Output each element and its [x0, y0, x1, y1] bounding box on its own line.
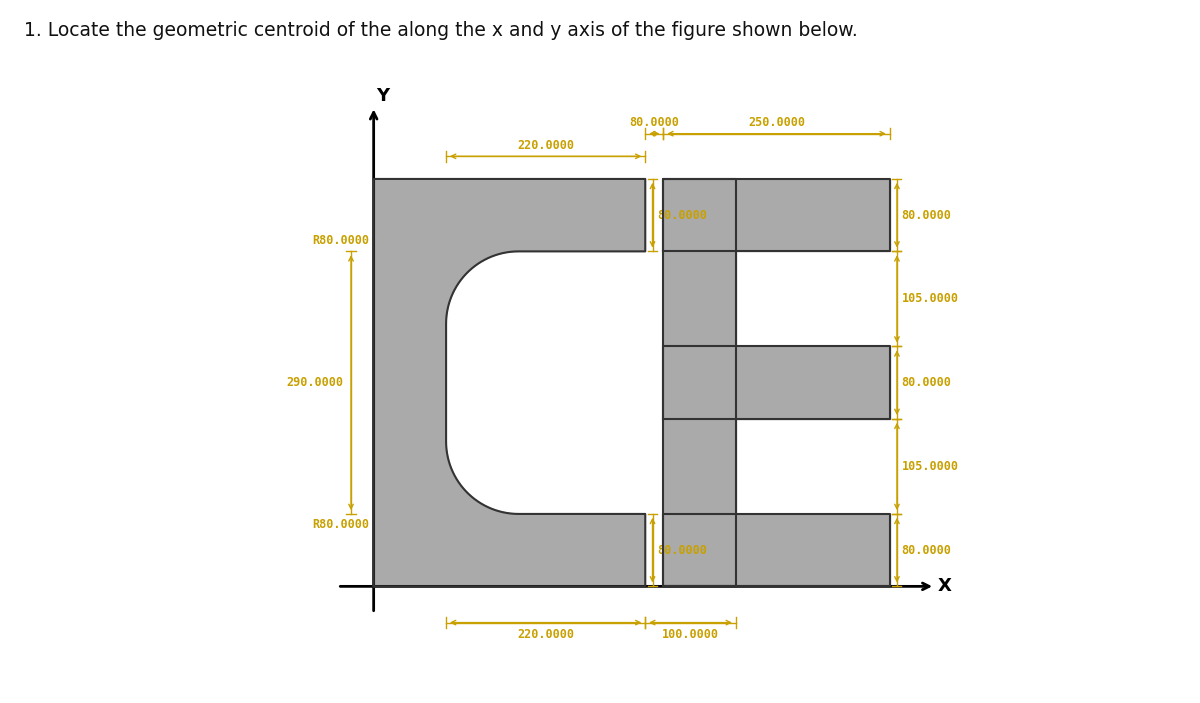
Text: Y: Y [377, 86, 390, 105]
Text: 80.0000: 80.0000 [658, 209, 707, 221]
Text: 1. Locate the geometric centroid of the along the x and y axis of the figure sho: 1. Locate the geometric centroid of the … [24, 21, 858, 40]
Text: 80.0000: 80.0000 [901, 543, 952, 557]
Text: 105.0000: 105.0000 [901, 292, 959, 305]
Text: 220.0000: 220.0000 [517, 138, 574, 152]
Polygon shape [664, 347, 889, 419]
Text: 80.0000: 80.0000 [658, 543, 707, 557]
Polygon shape [664, 179, 889, 252]
Polygon shape [373, 179, 646, 586]
Text: 80.0000: 80.0000 [901, 209, 952, 221]
Text: X: X [937, 577, 952, 595]
Text: 105.0000: 105.0000 [901, 460, 959, 473]
Text: 80.0000: 80.0000 [901, 376, 952, 389]
Text: R80.0000: R80.0000 [312, 234, 370, 247]
Text: 290.0000: 290.0000 [287, 376, 343, 389]
Text: 250.0000: 250.0000 [748, 116, 805, 129]
Text: 80.0000: 80.0000 [629, 116, 679, 129]
Text: 100.0000: 100.0000 [662, 628, 719, 640]
Text: 220.0000: 220.0000 [517, 628, 574, 640]
Polygon shape [664, 514, 889, 586]
Polygon shape [664, 179, 736, 586]
Text: R80.0000: R80.0000 [312, 518, 370, 531]
